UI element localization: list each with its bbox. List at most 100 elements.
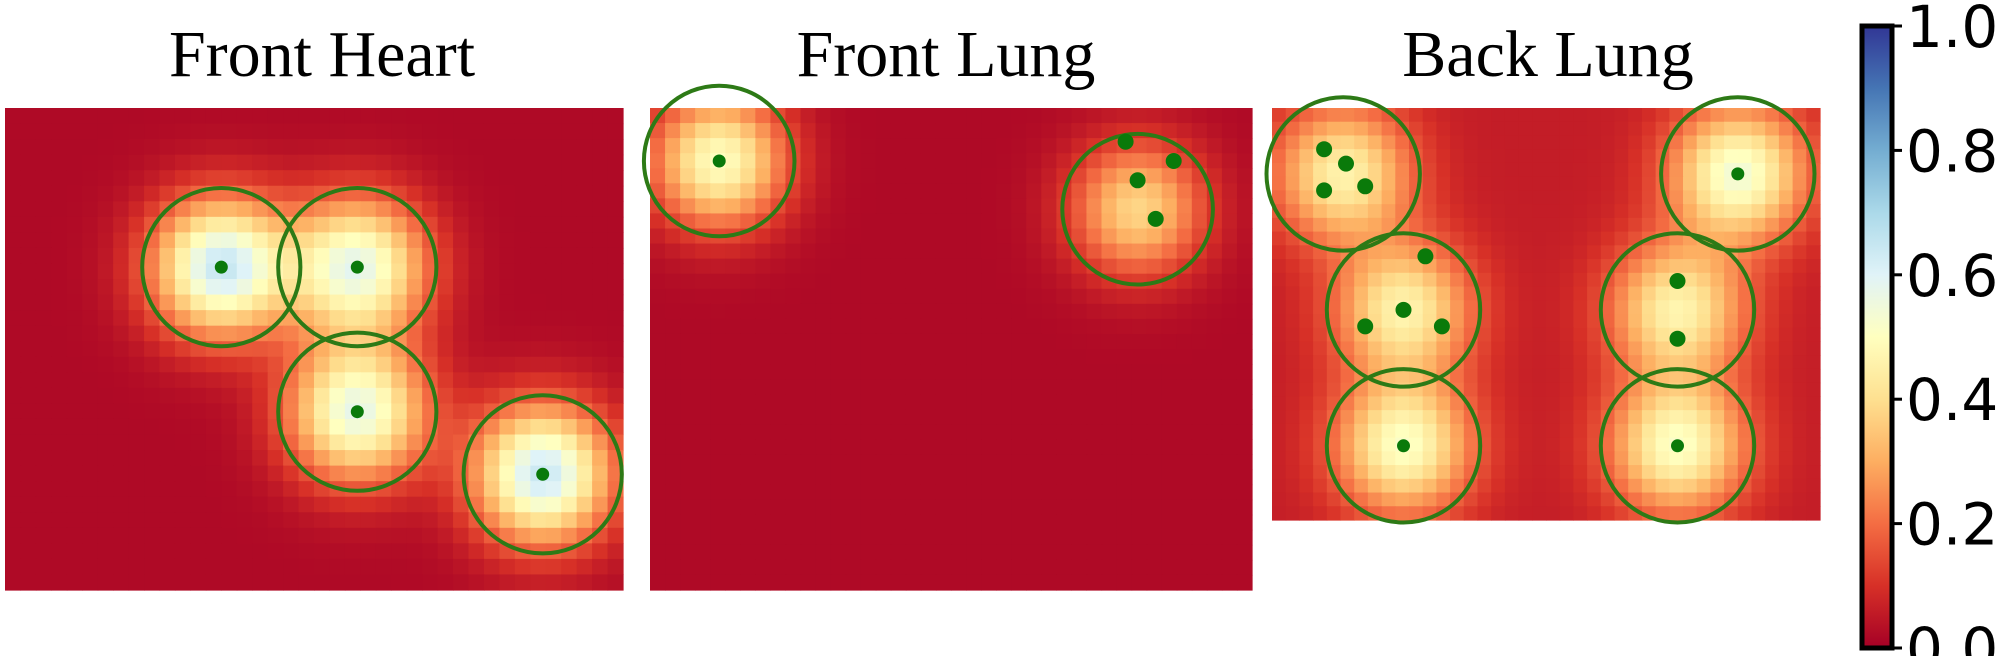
heatmap-cell [1116,228,1133,245]
heatmap-cell [755,288,771,305]
heatmap-cell [1236,499,1253,516]
heatmap-cell [1101,379,1118,395]
heatmap-cell [935,574,952,591]
heatmap-cell [1236,153,1253,169]
heatmap-cell [1436,121,1451,137]
heatmap-cell [1272,355,1287,370]
heatmap-cell [1409,327,1424,343]
heatmap-cell [1518,190,1533,205]
heatmap-cell [695,454,711,471]
heatmap-cell [252,387,269,405]
heatmap-cell [1778,286,1794,301]
heatmap-cell [1041,228,1057,245]
heatmap-cell [1614,423,1629,439]
heatmap-cell [1765,437,1780,452]
heatmap-cell [298,170,315,187]
heatmap-cell [20,574,37,591]
heatmap-cell [935,499,952,516]
heatmap-cell [1518,396,1533,411]
heatmap-cell [128,201,145,218]
heatmap-cell [1587,327,1602,343]
heatmap-cell [1532,149,1547,164]
heatmap-cell [360,279,377,296]
heatmap-cell [650,138,666,154]
heatmap-cell [190,325,207,342]
heatmap-cell [1710,162,1725,178]
heatmap-cell [1161,333,1178,350]
heatmap-cell [710,364,726,380]
heatmap-cell [1272,410,1287,425]
heatmap-cell [1422,190,1437,205]
heatmap-cell [174,170,191,187]
heatmap-cell [453,123,470,140]
heatmap-cell [935,288,952,305]
heatmap-cell [1071,544,1088,561]
heatmap-cell [453,527,470,544]
heatmap-cell [1236,183,1253,199]
heatmap-cell [1504,314,1520,329]
heatmap-cell [650,559,666,576]
heatmap-cell [82,356,99,373]
heatmap-cell [996,168,1012,184]
heatmap-cell [800,424,817,440]
heatmap-cell [1071,228,1088,245]
heatmap-cell [1669,506,1684,521]
heatmap-cell [530,341,547,358]
heatmap-cell [1116,544,1133,561]
heatmap-cell [1463,245,1479,260]
heatmap-cell [1477,204,1492,219]
heatmap-cell [1041,469,1057,486]
heatmap-cell [1176,469,1193,486]
heatmap-cell [1559,341,1574,356]
heatmap-cell [252,372,269,389]
heatmap-cell [236,465,253,482]
heatmap-cell [406,216,423,233]
heatmap-cell [82,341,99,358]
heatmap-cell [1546,396,1561,411]
heatmap-cell [113,310,130,327]
heatmap-cell [1792,190,1807,205]
heatmap-cell [1504,121,1520,137]
heatmap-cell [530,232,547,249]
heatmap-cell [1463,162,1479,178]
heatmap-cell [5,574,22,591]
heatmap-cell [966,198,982,215]
heatmap-cell [770,303,787,320]
heatmap-cell [1146,228,1163,245]
heatmap-cell [576,512,593,529]
heatmap-cell [1724,341,1739,356]
heatmap-cell [890,439,907,456]
heatmap-cell [860,318,877,335]
heatmap-cell [800,394,817,410]
panel-title-front-lung: Front Lung [797,18,1096,91]
heatmap-cell [5,216,22,233]
heatmap-cell [966,469,982,486]
heatmap-cell [576,496,593,513]
heatmap-cell [725,183,741,199]
heatmap-cell [1600,176,1616,191]
heatmap-cell [800,288,817,305]
heatmap-cell [1191,318,1208,335]
heatmap-cell [981,243,997,260]
data-point [1357,318,1374,335]
heatmap-cell [1765,272,1780,288]
heatmap-cell [755,484,771,501]
heatmap-cell [1272,176,1287,191]
heatmap-cell [329,465,346,482]
heatmap-cell [1792,162,1807,178]
heatmap-cell [514,418,531,436]
heatmap-cell [860,409,877,425]
heatmap-cell [20,403,37,420]
heatmap-cell [1313,382,1328,397]
heatmap-cell [875,364,892,380]
heatmap-cell [830,394,847,410]
heatmap-cell [468,263,485,280]
heatmap-cell [406,279,423,296]
heatmap-cell [406,325,423,342]
heatmap-cell [252,279,269,296]
heatmap-cell [1191,364,1208,380]
heatmap-cell [530,481,547,498]
heatmap-cell [1011,138,1027,154]
heatmap-cell [875,514,892,531]
